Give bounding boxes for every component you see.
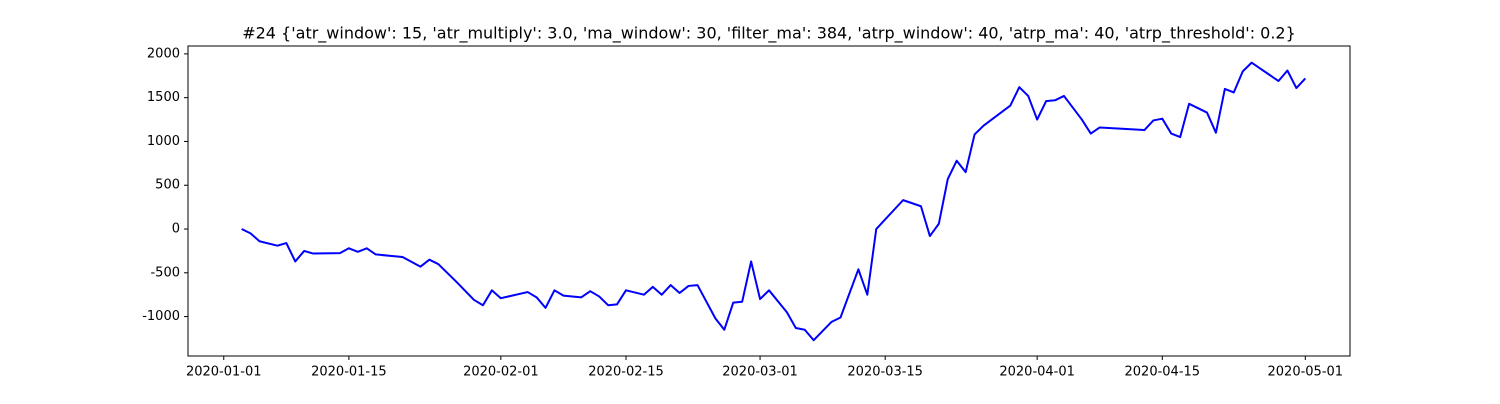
y-tick-label: -1000 [142,309,180,324]
y-tick-label: 2000 [147,46,180,61]
y-tick-label: 0 [172,222,180,237]
y-tick-label: 1500 [147,90,180,105]
x-tick-label: 2020-01-15 [311,365,387,380]
data-line [241,61,1307,342]
x-tick-label: 2020-02-01 [463,365,539,380]
x-tick-label: 2020-05-01 [1268,365,1344,380]
y-tick-label: 1000 [147,134,180,149]
plot-frame [187,45,1351,357]
y-tick-label: 500 [155,178,180,193]
x-tick-label: 2020-03-01 [722,365,798,380]
x-tick-label: 2020-03-15 [847,365,923,380]
x-tick-label: 2020-04-15 [1125,365,1201,380]
y-tick-label: -500 [150,265,180,280]
chart-title: #24 {'atr_window': 15, 'atr_multiply': 3… [242,24,1296,44]
x-tick-label: 2020-01-01 [186,365,262,380]
x-tick-label: 2020-04-01 [999,365,1075,380]
x-tick-label: 2020-02-15 [588,365,664,380]
